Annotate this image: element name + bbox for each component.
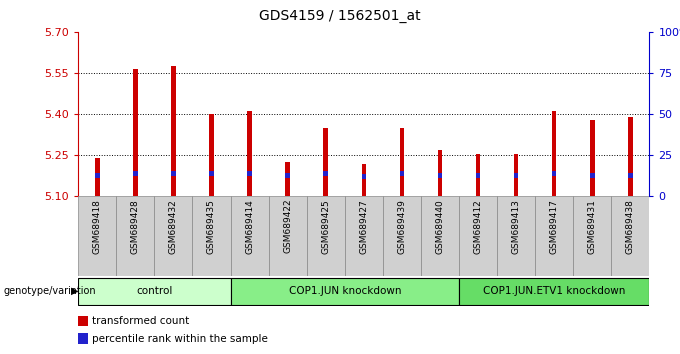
Bar bbox=[590, 173, 594, 178]
Bar bbox=[535, 196, 573, 276]
Bar bbox=[78, 196, 116, 276]
Bar bbox=[590, 120, 594, 196]
Bar bbox=[573, 196, 611, 276]
Bar bbox=[231, 278, 459, 305]
Bar bbox=[362, 164, 366, 196]
Bar bbox=[476, 173, 480, 178]
Bar bbox=[286, 173, 290, 178]
Bar bbox=[95, 158, 99, 196]
Text: COP1.JUN.ETV1 knockdown: COP1.JUN.ETV1 knockdown bbox=[483, 286, 626, 296]
Bar bbox=[552, 112, 556, 196]
Bar bbox=[116, 196, 154, 276]
Bar bbox=[345, 196, 383, 276]
Bar bbox=[192, 196, 231, 276]
Bar bbox=[421, 196, 459, 276]
Text: GSM689428: GSM689428 bbox=[131, 199, 140, 253]
Bar bbox=[438, 173, 442, 178]
Text: GSM689435: GSM689435 bbox=[207, 199, 216, 254]
Text: percentile rank within the sample: percentile rank within the sample bbox=[92, 334, 269, 344]
Bar bbox=[514, 173, 518, 178]
Text: GSM689440: GSM689440 bbox=[435, 199, 445, 253]
Text: GSM689422: GSM689422 bbox=[283, 199, 292, 253]
Bar bbox=[552, 171, 556, 176]
Bar bbox=[78, 316, 88, 326]
Bar bbox=[307, 196, 345, 276]
Bar bbox=[269, 196, 307, 276]
Text: GSM689438: GSM689438 bbox=[626, 199, 635, 254]
Bar bbox=[248, 112, 252, 196]
Bar bbox=[231, 196, 269, 276]
Text: transformed count: transformed count bbox=[92, 316, 190, 326]
Text: GSM689432: GSM689432 bbox=[169, 199, 178, 253]
Bar bbox=[78, 278, 231, 305]
Bar bbox=[383, 196, 421, 276]
Bar bbox=[497, 196, 535, 276]
Bar bbox=[400, 171, 404, 176]
Text: GSM689439: GSM689439 bbox=[397, 199, 407, 254]
Bar bbox=[628, 173, 632, 178]
Text: GSM689431: GSM689431 bbox=[588, 199, 597, 254]
Text: GSM689417: GSM689417 bbox=[549, 199, 559, 254]
Bar bbox=[171, 171, 175, 176]
Bar bbox=[611, 196, 649, 276]
Bar bbox=[95, 173, 99, 178]
Text: ▶: ▶ bbox=[71, 286, 79, 296]
Bar bbox=[171, 66, 175, 196]
Bar bbox=[209, 171, 214, 176]
Bar bbox=[209, 114, 214, 196]
Bar bbox=[133, 171, 137, 176]
Bar bbox=[628, 117, 632, 196]
Text: GSM689413: GSM689413 bbox=[511, 199, 521, 254]
Text: GSM689425: GSM689425 bbox=[321, 199, 330, 253]
Bar bbox=[286, 162, 290, 196]
Bar bbox=[248, 171, 252, 176]
Text: GSM689418: GSM689418 bbox=[92, 199, 102, 254]
Bar bbox=[154, 196, 192, 276]
Text: COP1.JUN knockdown: COP1.JUN knockdown bbox=[288, 286, 401, 296]
Text: GSM689414: GSM689414 bbox=[245, 199, 254, 253]
Bar bbox=[362, 174, 366, 179]
Bar bbox=[400, 128, 404, 196]
Bar bbox=[459, 278, 649, 305]
Text: genotype/variation: genotype/variation bbox=[3, 286, 96, 296]
Bar bbox=[459, 196, 497, 276]
Bar bbox=[78, 333, 88, 344]
Bar bbox=[514, 154, 518, 196]
Text: control: control bbox=[136, 286, 173, 296]
Bar bbox=[133, 69, 137, 196]
Bar bbox=[324, 128, 328, 196]
Bar bbox=[324, 171, 328, 176]
Bar bbox=[438, 150, 442, 196]
Text: GSM689412: GSM689412 bbox=[473, 199, 483, 253]
Text: GDS4159 / 1562501_at: GDS4159 / 1562501_at bbox=[259, 9, 421, 23]
Text: GSM689427: GSM689427 bbox=[359, 199, 369, 253]
Bar bbox=[476, 154, 480, 196]
